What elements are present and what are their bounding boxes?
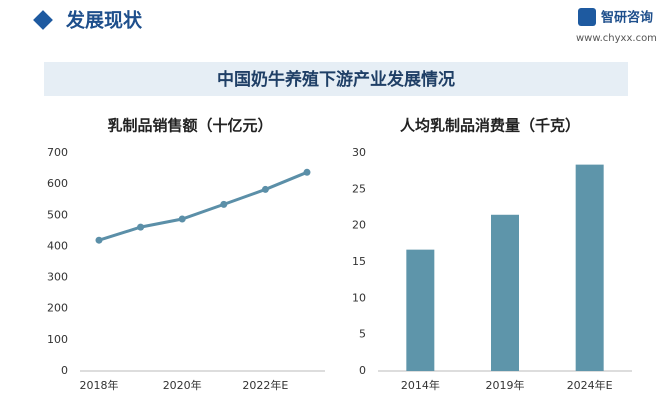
- x-tick-label: 2024年E: [567, 378, 613, 392]
- banner-title: 中国奶牛养殖下游产业发展情况: [217, 69, 455, 90]
- x-tick-label: 2022年E: [242, 378, 288, 392]
- y-tick-label: 700: [47, 146, 68, 159]
- x-tick-label: 2014年: [401, 378, 440, 392]
- y-tick-label: 5: [359, 328, 366, 341]
- point: [261, 185, 269, 193]
- bar: [491, 214, 519, 371]
- point: [137, 223, 145, 231]
- x-tick-label: 2019年: [486, 378, 525, 392]
- y-tick-label: 10: [352, 291, 366, 304]
- banner: [44, 62, 628, 96]
- header-title: 发展现状: [65, 9, 143, 32]
- y-tick-label: 0: [359, 364, 366, 377]
- y-tick-label: 25: [352, 182, 366, 195]
- point: [95, 236, 103, 244]
- bar: [406, 249, 435, 371]
- y-tick-label: 0: [61, 364, 68, 377]
- logo-text: 智研咨询: [601, 10, 653, 26]
- line: [98, 170, 308, 242]
- bar: [575, 164, 604, 371]
- y-tick-label: 400: [47, 239, 68, 252]
- y-tick-label: 300: [47, 271, 68, 284]
- x-tick-label: 2020年: [163, 378, 202, 392]
- logo-url: www.chyxx.com: [576, 33, 657, 44]
- y-tick-label: 15: [352, 255, 366, 268]
- y-tick-label: 30: [352, 146, 366, 159]
- point: [178, 215, 186, 223]
- y-tick-label: 500: [47, 208, 68, 221]
- y-tick-label: 600: [47, 177, 68, 190]
- y-tick-label: 200: [47, 302, 68, 315]
- point: [220, 200, 228, 208]
- chart-title: 人均乳制品消费量（千克）: [400, 117, 580, 135]
- x-tick-label: 2018年: [80, 378, 119, 392]
- chart-title: 乳制品销售额（十亿元）: [107, 117, 272, 135]
- logo-icon: [578, 8, 596, 26]
- y-tick-label: 100: [47, 333, 68, 346]
- y-tick-label: 20: [352, 219, 366, 232]
- point: [303, 168, 311, 176]
